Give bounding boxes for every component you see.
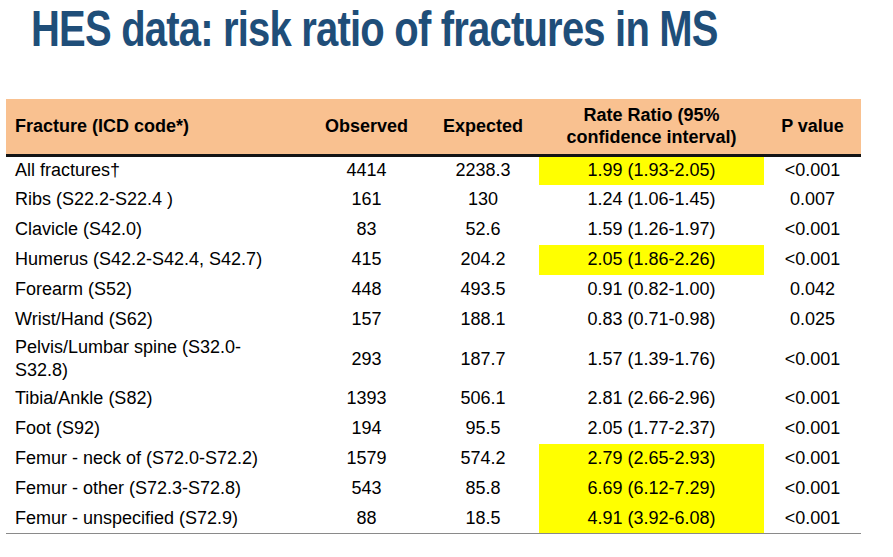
table-row: Forearm (S52)448493.50.91 (0.82-1.00)0.0… — [6, 275, 861, 305]
expected-cell: 188.1 — [427, 305, 539, 335]
p-value-cell: <0.001 — [764, 155, 861, 185]
column-header-expected: Expected — [427, 99, 539, 155]
fracture-cell: Humerus (S42.2-S42.4, S42.7) — [6, 245, 306, 275]
observed-cell: 543 — [306, 474, 427, 504]
rate-ratio-cell: 2.05 (1.86-2.26) — [539, 245, 764, 275]
p-value-cell: <0.001 — [764, 245, 861, 275]
expected-cell: 187.7 — [427, 335, 539, 384]
p-value-cell: <0.001 — [764, 444, 861, 474]
rate-ratio-cell: 1.57 (1.39-1.76) — [539, 335, 764, 384]
rate-ratio-cell: 1.99 (1.93-2.05) — [539, 155, 764, 185]
table-header-row: Fracture (ICD code*) Observed Expected R… — [6, 99, 861, 155]
fracture-cell: Pelvis/Lumbar spine (S32.0- S32.8) — [6, 335, 306, 384]
p-value-cell: <0.001 — [764, 384, 861, 414]
rate-ratio-cell: 4.91 (3.92-6.08) — [539, 504, 764, 534]
slide-title: HES data: risk ratio of fractures in MS — [31, 0, 718, 58]
column-header-fracture: Fracture (ICD code*) — [6, 99, 306, 155]
rate-ratio-cell: 2.79 (2.65-2.93) — [539, 444, 764, 474]
p-value-cell: <0.001 — [764, 335, 861, 384]
expected-cell: 204.2 — [427, 245, 539, 275]
table-row: Clavicle (S42.0)8352.61.59 (1.26-1.97)<0… — [6, 215, 861, 245]
rate-ratio-cell: 1.24 (1.06-1.45) — [539, 185, 764, 215]
rate-ratio-cell: 0.83 (0.71-0.98) — [539, 305, 764, 335]
expected-cell: 18.5 — [427, 504, 539, 534]
expected-cell: 574.2 — [427, 444, 539, 474]
expected-cell: 130 — [427, 185, 539, 215]
table-row: Foot (S92)19495.52.05 (1.77-2.37)<0.001 — [6, 414, 861, 444]
observed-cell: 1579 — [306, 444, 427, 474]
column-header-p-value: P value — [764, 99, 861, 155]
p-value-cell: 0.025 — [764, 305, 861, 335]
observed-cell: 157 — [306, 305, 427, 335]
observed-cell: 448 — [306, 275, 427, 305]
p-value-cell: <0.001 — [764, 474, 861, 504]
table-row: Tibia/Ankle (S82)1393506.12.81 (2.66-2.9… — [6, 384, 861, 414]
rate-ratio-cell: 1.59 (1.26-1.97) — [539, 215, 764, 245]
table-row: Femur - other (S72.3-S72.8)54385.86.69 (… — [6, 474, 861, 504]
column-header-observed: Observed — [306, 99, 427, 155]
expected-cell: 2238.3 — [427, 155, 539, 185]
rate-ratio-cell: 6.69 (6.12-7.29) — [539, 474, 764, 504]
table-row: Ribs (S22.2-S22.4 )1611301.24 (1.06-1.45… — [6, 185, 861, 215]
table-row: All fractures†44142238.31.99 (1.93-2.05)… — [6, 155, 861, 185]
table-header: Fracture (ICD code*) Observed Expected R… — [6, 99, 861, 155]
fracture-cell: Ribs (S22.2-S22.4 ) — [6, 185, 306, 215]
expected-cell: 506.1 — [427, 384, 539, 414]
observed-cell: 194 — [306, 414, 427, 444]
observed-cell: 1393 — [306, 384, 427, 414]
fracture-risk-table: Fracture (ICD code*) Observed Expected R… — [6, 99, 861, 534]
fracture-cell: Wrist/Hand (S62) — [6, 305, 306, 335]
observed-cell: 83 — [306, 215, 427, 245]
expected-cell: 493.5 — [427, 275, 539, 305]
p-value-cell: <0.001 — [764, 414, 861, 444]
fracture-cell: Femur - other (S72.3-S72.8) — [6, 474, 306, 504]
fracture-cell: Forearm (S52) — [6, 275, 306, 305]
fracture-cell: Femur - unspecified (S72.9) — [6, 504, 306, 534]
expected-cell: 85.8 — [427, 474, 539, 504]
table-row: Wrist/Hand (S62)157188.10.83 (0.71-0.98)… — [6, 305, 861, 335]
observed-cell: 293 — [306, 335, 427, 384]
table-row: Pelvis/Lumbar spine (S32.0- S32.8)293187… — [6, 335, 861, 384]
column-header-rate-ratio: Rate Ratio (95% confidence interval) — [539, 99, 764, 155]
rate-ratio-cell: 2.05 (1.77-2.37) — [539, 414, 764, 444]
p-value-cell: <0.001 — [764, 504, 861, 534]
observed-cell: 161 — [306, 185, 427, 215]
expected-cell: 52.6 — [427, 215, 539, 245]
rate-ratio-cell: 2.81 (2.66-2.96) — [539, 384, 764, 414]
rate-ratio-cell: 0.91 (0.82-1.00) — [539, 275, 764, 305]
p-value-cell: <0.001 — [764, 215, 861, 245]
fracture-cell: Tibia/Ankle (S82) — [6, 384, 306, 414]
table-row: Femur - unspecified (S72.9)8818.54.91 (3… — [6, 504, 861, 534]
fracture-cell: Foot (S92) — [6, 414, 306, 444]
p-value-cell: 0.007 — [764, 185, 861, 215]
fracture-cell: All fractures† — [6, 155, 306, 185]
table-row: Humerus (S42.2-S42.4, S42.7)415204.22.05… — [6, 245, 861, 275]
fracture-cell: Femur - neck of (S72.0-S72.2) — [6, 444, 306, 474]
expected-cell: 95.5 — [427, 414, 539, 444]
observed-cell: 415 — [306, 245, 427, 275]
table-row: Femur - neck of (S72.0-S72.2)1579574.22.… — [6, 444, 861, 474]
table-body: All fractures†44142238.31.99 (1.93-2.05)… — [6, 155, 861, 534]
observed-cell: 88 — [306, 504, 427, 534]
p-value-cell: 0.042 — [764, 275, 861, 305]
observed-cell: 4414 — [306, 155, 427, 185]
slide: HES data: risk ratio of fractures in MS … — [0, 0, 893, 557]
fracture-cell: Clavicle (S42.0) — [6, 215, 306, 245]
